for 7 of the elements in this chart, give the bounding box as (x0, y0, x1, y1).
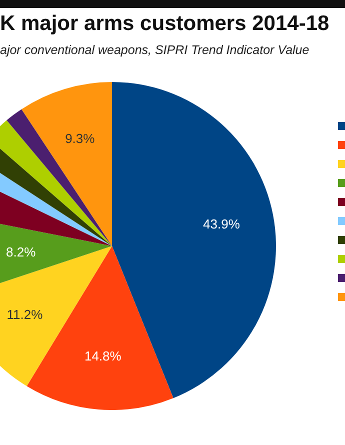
data-label: 43.9% (203, 216, 240, 232)
data-label: 8.2% (6, 244, 36, 260)
data-label: 14.8% (84, 348, 122, 364)
chart-subtitle: ajor conventional weapons, SIPRI Trend Indicator Value (0, 43, 310, 57)
chart-title: K major arms customers 2014-18 (0, 12, 330, 36)
data-label: 11.2% (6, 307, 44, 322)
data-label: 9.3% (65, 130, 96, 146)
